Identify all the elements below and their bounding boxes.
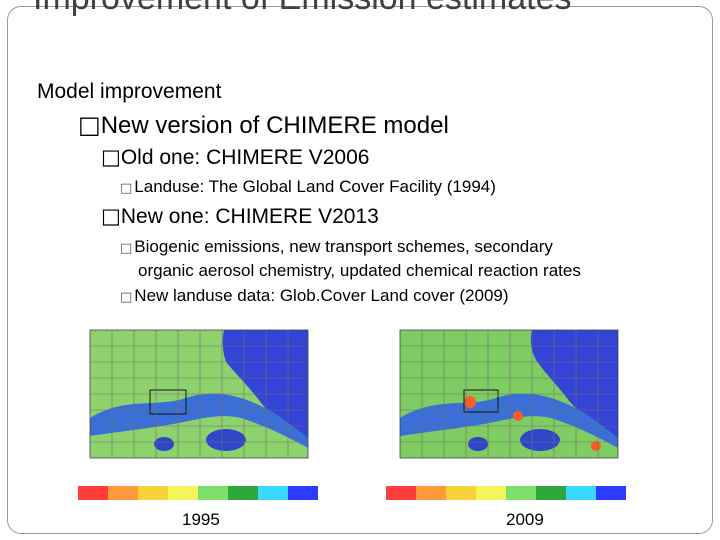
legend-swatch: [108, 486, 138, 500]
new-detail-1-line2: organic aerosol chemistry, updated chemi…: [138, 261, 581, 280]
bullet-square-icon: □: [101, 145, 121, 169]
map-lake: [520, 429, 560, 451]
bullet-square-icon: □: [120, 290, 133, 305]
slide-title: Improvement of Emission estimates: [33, 0, 572, 18]
legend-swatch: [198, 486, 228, 500]
map-year-2009: 2009: [506, 510, 544, 529]
landuse-map-1995: [78, 329, 318, 500]
new-detail-2-text: New landuse data: Glob.Cover Land cover …: [134, 286, 509, 305]
map-legend: [386, 486, 626, 500]
legend-swatch: [258, 486, 288, 500]
legend-swatch: [228, 486, 258, 500]
urban-area: [464, 396, 476, 408]
legend-swatch: [416, 486, 446, 500]
map-river: [400, 393, 618, 448]
legend-swatch: [386, 486, 416, 500]
legend-swatch: [566, 486, 596, 500]
map-grid: [400, 330, 618, 458]
slide-frame: [7, 6, 713, 534]
bullet-square-icon: □: [78, 111, 101, 139]
map-year-1995: 1995: [182, 510, 220, 529]
map-lake-small: [154, 437, 174, 451]
legend-swatch: [168, 486, 198, 500]
map-lake: [206, 429, 246, 451]
old-version-text: Old one: CHIMERE V2006: [120, 146, 370, 169]
legend-swatch: [506, 486, 536, 500]
bullet-level1-text: New version of CHIMERE model: [100, 112, 449, 139]
bullet-new-detail-2: □ New landuse data: Glob.Cover Land cover…: [120, 284, 509, 310]
urban-area: [591, 441, 601, 451]
urban-area: [513, 411, 523, 421]
map-legend: [78, 486, 318, 500]
legend-swatch: [476, 486, 506, 500]
map-grid: [90, 330, 308, 458]
landuse-map-2009: [386, 329, 626, 500]
new-version-text: New one: CHIMERE V2013: [120, 205, 379, 228]
bullet-square-icon: □: [120, 241, 133, 256]
legend-swatch: [78, 486, 108, 500]
map-sea: [530, 330, 618, 438]
study-area-box: [463, 389, 499, 413]
bullet-old-version: □Old one: CHIMERE V2006: [101, 145, 369, 170]
legend-swatch: [446, 486, 476, 500]
subtitle: Model improvement: [37, 80, 222, 103]
slide-title-text: Improvement of Emission estimates: [33, 0, 572, 17]
map-border: [399, 329, 619, 459]
legend-swatch: [536, 486, 566, 500]
old-detail-text: Landuse: The Global Land Cover Facility …: [134, 177, 496, 196]
map-lake-small: [468, 437, 488, 451]
map-border: [89, 329, 309, 459]
legend-swatch: [138, 486, 168, 500]
map-river: [90, 393, 308, 448]
bullet-old-detail: □ Landuse: The Global Land Cover Facility…: [120, 175, 496, 201]
new-detail-1-line1: Biogenic emissions, new transport scheme…: [134, 237, 553, 256]
bullet-level1: □New version of CHIMERE model: [78, 111, 449, 140]
legend-swatch: [288, 486, 318, 500]
study-area-box: [149, 389, 187, 415]
bullet-new-detail-1: □ Biogenic emissions, new transport schem…: [120, 235, 553, 261]
bullet-new-version: □New one: CHIMERE V2013: [101, 204, 379, 229]
legend-swatch: [596, 486, 626, 500]
bullet-square-icon: □: [101, 204, 121, 228]
bullet-square-icon: □: [120, 181, 133, 196]
